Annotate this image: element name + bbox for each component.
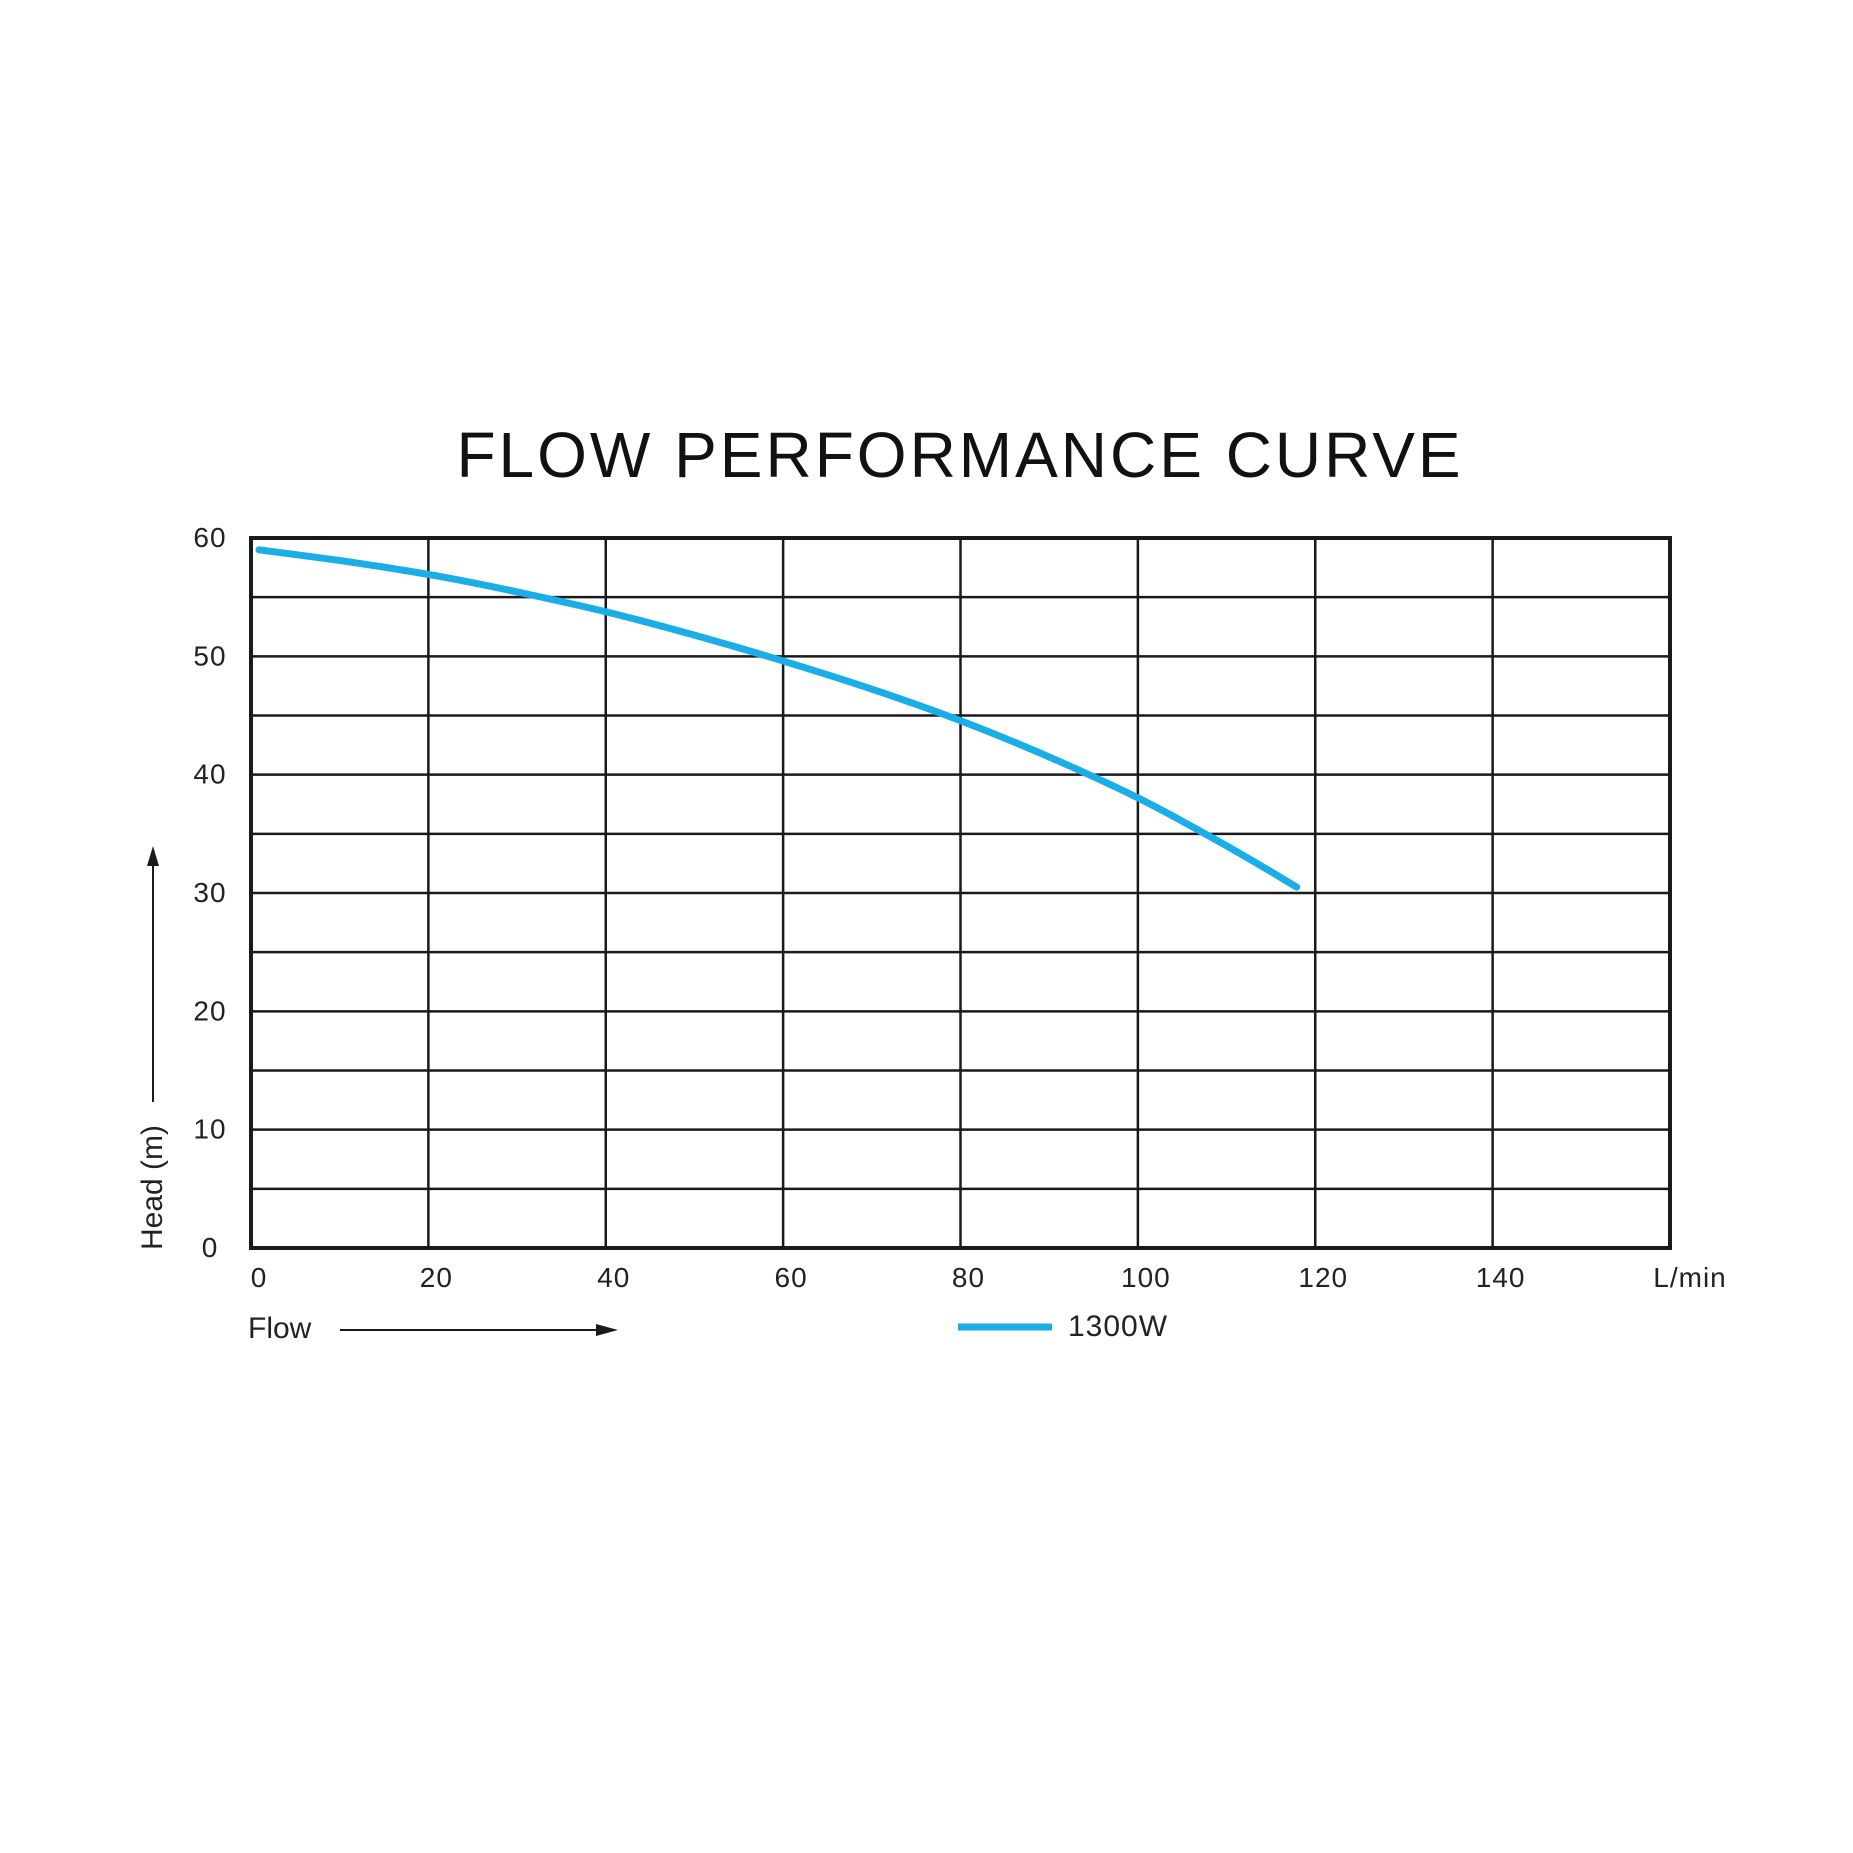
y-tick-label: 20 — [193, 995, 226, 1026]
series-layer — [255, 546, 1301, 891]
x-axis-label: Flow — [248, 1312, 312, 1345]
chart-title: FLOW PERFORMANCE CURVE — [456, 419, 1463, 491]
y-tick-label: 0 — [202, 1232, 219, 1263]
x-unit-label: L/min — [1653, 1262, 1726, 1293]
y-axis-arrow-head-icon — [147, 846, 159, 866]
y-axis-label: Head (m) — [136, 1125, 169, 1250]
y-tick-label: 50 — [193, 640, 226, 671]
x-tick-label: 60 — [775, 1262, 808, 1293]
x-tick-label: 140 — [1476, 1262, 1526, 1293]
x-axis-arrow-head-icon — [596, 1324, 618, 1336]
grid — [251, 538, 1670, 1248]
y-axis-ticks: 0 10 20 30 40 50 60 — [193, 522, 226, 1263]
x-tick-label: 0 — [251, 1262, 268, 1293]
series-line-1300w — [255, 546, 1301, 891]
y-tick-label: 30 — [193, 877, 226, 908]
y-tick-label: 60 — [193, 522, 226, 553]
y-axis-label-group: Head (m) — [136, 846, 169, 1250]
plot-frame — [249, 536, 1672, 1250]
x-axis-label-group: Flow — [248, 1312, 618, 1345]
legend: 1300W — [958, 1310, 1168, 1343]
y-tick-label: 40 — [193, 759, 226, 790]
x-axis-ticks: 0 20 40 60 80 100 120 140 — [251, 1262, 1526, 1293]
x-tick-label: 100 — [1121, 1262, 1171, 1293]
x-tick-label: 20 — [420, 1262, 453, 1293]
x-tick-label: 80 — [952, 1262, 985, 1293]
y-tick-label: 10 — [193, 1114, 226, 1145]
x-tick-label: 120 — [1298, 1262, 1348, 1293]
legend-label-1300w: 1300W — [1068, 1310, 1168, 1343]
x-tick-label: 40 — [597, 1262, 630, 1293]
